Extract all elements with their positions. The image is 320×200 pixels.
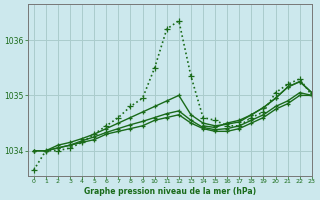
X-axis label: Graphe pression niveau de la mer (hPa): Graphe pression niveau de la mer (hPa) (84, 187, 256, 196)
